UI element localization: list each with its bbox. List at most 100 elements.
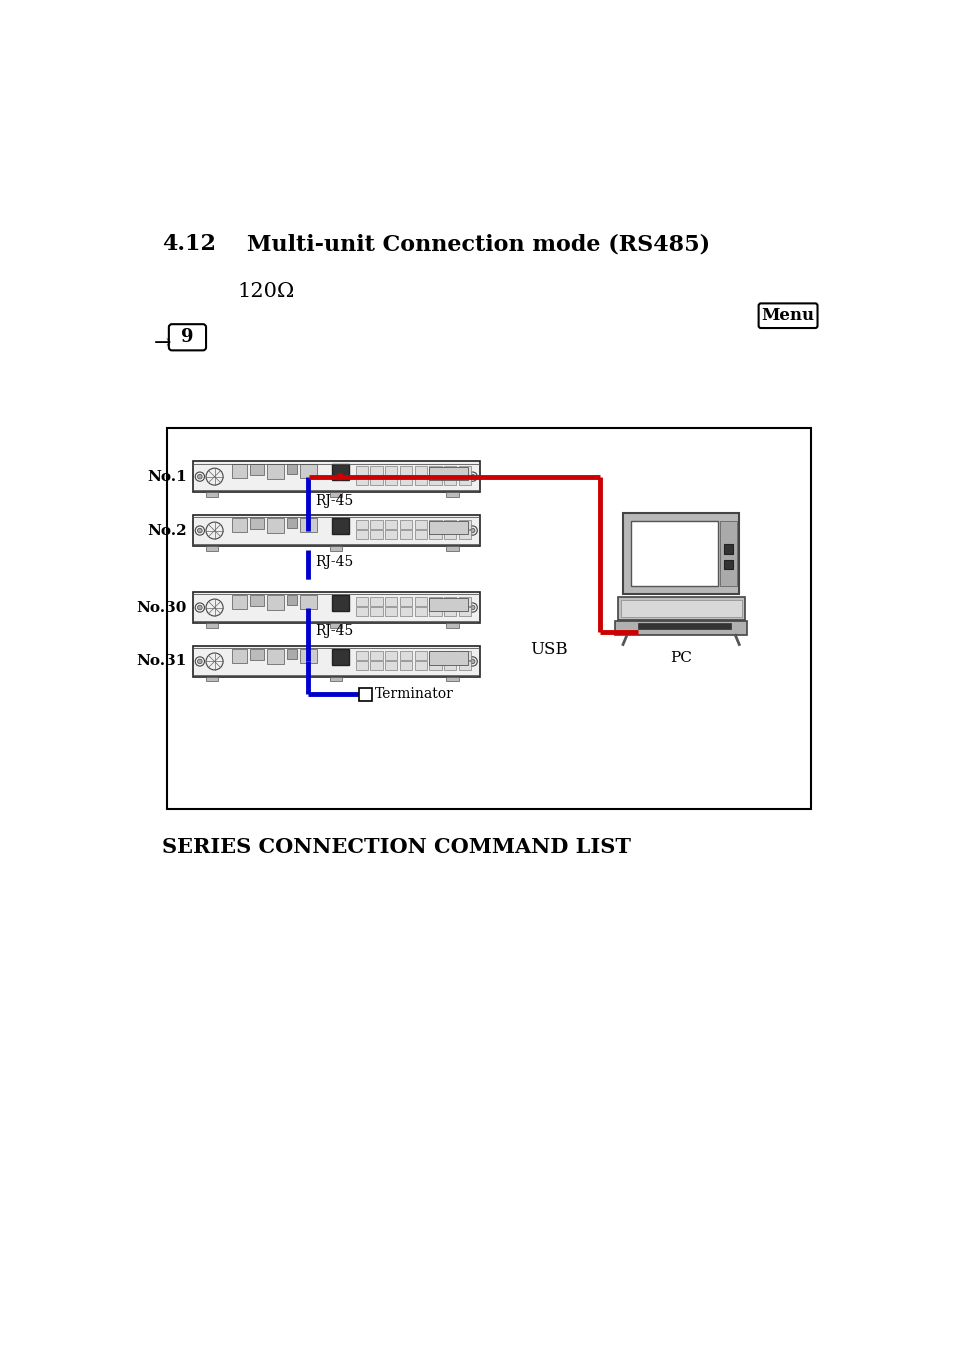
Bar (446, 492, 458, 497)
Text: Terminator: Terminator (375, 686, 454, 701)
Bar (415, 607, 427, 616)
Bar (443, 475, 456, 485)
Bar (399, 466, 412, 475)
Bar (458, 597, 471, 607)
FancyBboxPatch shape (169, 324, 206, 351)
Bar (330, 492, 342, 497)
Bar (385, 520, 397, 529)
Bar (723, 559, 732, 569)
Bar (429, 597, 468, 611)
Text: Menu: Menu (760, 307, 814, 324)
Bar (206, 623, 218, 627)
Bar (232, 649, 247, 662)
Bar (415, 529, 427, 539)
Bar (617, 597, 744, 620)
Bar (399, 607, 412, 616)
Bar (723, 544, 732, 554)
Circle shape (470, 474, 475, 479)
Bar (399, 520, 412, 529)
Bar (385, 475, 397, 485)
Bar (446, 677, 458, 681)
Bar (287, 596, 296, 605)
Bar (355, 607, 368, 616)
Bar (370, 475, 382, 485)
Text: No.1: No.1 (147, 470, 187, 483)
Bar (622, 513, 739, 593)
Bar (359, 688, 372, 701)
Bar (458, 607, 471, 616)
Bar (355, 466, 368, 475)
Bar (429, 661, 441, 670)
Bar (429, 475, 441, 485)
Bar (370, 651, 382, 659)
Bar (615, 621, 746, 635)
Bar (232, 519, 247, 532)
Bar (250, 464, 264, 475)
Text: →: → (153, 333, 171, 352)
Bar (332, 596, 348, 611)
Bar (415, 466, 427, 475)
Bar (193, 515, 479, 546)
Circle shape (470, 659, 475, 663)
Bar (385, 466, 397, 475)
Bar (415, 520, 427, 529)
Bar (287, 464, 296, 474)
Bar (620, 600, 740, 617)
Bar (446, 623, 458, 627)
Bar (385, 607, 397, 616)
Bar (443, 651, 456, 659)
Bar (299, 649, 316, 662)
Bar (267, 464, 284, 479)
Bar (443, 661, 456, 670)
Bar (638, 623, 731, 630)
Bar (443, 520, 456, 529)
Bar (250, 649, 264, 661)
Text: USB: USB (530, 642, 567, 658)
Bar (720, 520, 736, 586)
Bar (330, 546, 342, 551)
Text: Multi-unit Connection mode (RS485): Multi-unit Connection mode (RS485) (247, 233, 709, 256)
Bar (167, 428, 810, 810)
Bar (429, 597, 441, 607)
Bar (267, 596, 284, 611)
Bar (299, 519, 316, 532)
Bar (193, 646, 479, 677)
Bar (429, 651, 441, 659)
Bar (355, 475, 368, 485)
Bar (443, 607, 456, 616)
Bar (330, 623, 342, 627)
Bar (429, 520, 441, 529)
Bar (630, 520, 717, 586)
Bar (232, 596, 247, 609)
Bar (385, 651, 397, 659)
Bar (332, 519, 348, 535)
Bar (415, 597, 427, 607)
Bar (206, 492, 218, 497)
Bar (429, 529, 441, 539)
Bar (429, 607, 441, 616)
Bar (250, 596, 264, 607)
Bar (332, 464, 348, 481)
Bar (355, 520, 368, 529)
Bar (446, 546, 458, 551)
Bar (355, 651, 368, 659)
Bar (443, 597, 456, 607)
Bar (429, 466, 441, 475)
Circle shape (197, 474, 202, 479)
Bar (332, 649, 348, 665)
Bar (370, 597, 382, 607)
Bar (385, 529, 397, 539)
FancyBboxPatch shape (758, 303, 817, 328)
Bar (299, 464, 316, 478)
Bar (385, 661, 397, 670)
Text: No.2: No.2 (147, 524, 187, 538)
Bar (399, 651, 412, 659)
Bar (206, 546, 218, 551)
Bar (287, 649, 296, 659)
Bar (287, 519, 296, 528)
Bar (370, 661, 382, 670)
Bar (206, 677, 218, 681)
Circle shape (197, 659, 202, 663)
Text: RJ-45: RJ-45 (315, 624, 354, 639)
Bar (458, 520, 471, 529)
